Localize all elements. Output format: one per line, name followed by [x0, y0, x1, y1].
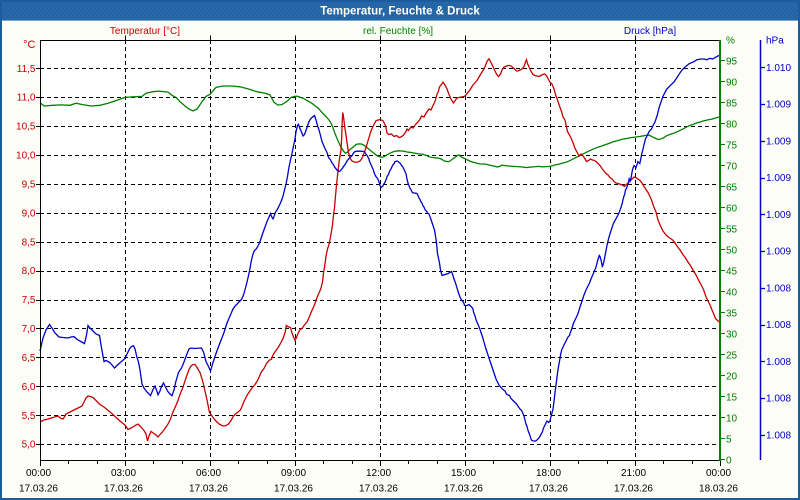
svg-text:00:00: 00:00	[706, 468, 731, 479]
svg-text:17.03.26: 17.03.26	[529, 484, 568, 495]
svg-text:40: 40	[726, 288, 738, 299]
svg-text:17.03.26: 17.03.26	[104, 484, 143, 495]
svg-text:Temperatur, Feuchte & Druck: Temperatur, Feuchte & Druck	[320, 6, 480, 18]
svg-text:45: 45	[726, 267, 738, 278]
svg-text:35: 35	[726, 309, 738, 320]
svg-text:10,0: 10,0	[16, 151, 36, 162]
svg-text:6,0: 6,0	[22, 382, 36, 393]
svg-text:11,5: 11,5	[17, 64, 36, 75]
svg-text:7,0: 7,0	[22, 324, 36, 335]
svg-text:1.009: 1.009	[766, 100, 791, 111]
svg-text:%: %	[726, 36, 735, 47]
svg-text:6,5: 6,5	[22, 353, 36, 364]
svg-text:09:00: 09:00	[281, 468, 306, 479]
svg-text:18.03.26: 18.03.26	[699, 484, 738, 495]
svg-text:1.008: 1.008	[766, 320, 791, 331]
svg-text:9,5: 9,5	[22, 180, 36, 191]
svg-text:17.03.26: 17.03.26	[614, 484, 653, 495]
svg-text:1.009: 1.009	[766, 136, 791, 147]
svg-text:30: 30	[726, 330, 738, 341]
svg-text:1.009: 1.009	[766, 247, 791, 258]
svg-text:95: 95	[726, 57, 738, 68]
svg-text:70: 70	[726, 162, 738, 173]
svg-text:17.03.26: 17.03.26	[359, 484, 398, 495]
svg-text:5: 5	[726, 435, 732, 446]
svg-text:50: 50	[726, 246, 738, 257]
svg-text:0: 0	[726, 456, 732, 467]
svg-text:hPa: hPa	[766, 36, 784, 47]
svg-text:17.03.26: 17.03.26	[274, 484, 313, 495]
svg-text:00:00: 00:00	[26, 468, 51, 479]
svg-text:8,0: 8,0	[22, 266, 36, 277]
svg-text:17.03.26: 17.03.26	[444, 484, 483, 495]
svg-text:17.03.26: 17.03.26	[19, 484, 58, 495]
svg-text:1.008: 1.008	[766, 394, 791, 405]
svg-text:5,5: 5,5	[22, 411, 36, 422]
svg-text:10: 10	[726, 414, 738, 425]
svg-text:8,5: 8,5	[22, 237, 36, 248]
svg-text:75: 75	[726, 141, 738, 152]
svg-text:80: 80	[726, 120, 738, 131]
svg-text:5,0: 5,0	[22, 440, 36, 451]
svg-text:1.009: 1.009	[766, 210, 791, 221]
svg-text:03:00: 03:00	[111, 468, 136, 479]
svg-text:90: 90	[726, 78, 738, 89]
svg-text:55: 55	[726, 225, 738, 236]
svg-text:20: 20	[726, 372, 738, 383]
svg-text:1.008: 1.008	[766, 283, 791, 294]
svg-text:Druck [hPa]: Druck [hPa]	[624, 26, 676, 37]
svg-text:15:00: 15:00	[451, 468, 476, 479]
svg-text:10,5: 10,5	[16, 122, 36, 133]
svg-text:65: 65	[726, 183, 738, 194]
svg-text:Temperatur [°C]: Temperatur [°C]	[110, 26, 180, 37]
svg-text:9,0: 9,0	[22, 208, 36, 219]
svg-text:15: 15	[726, 393, 738, 404]
svg-text:18:00: 18:00	[536, 468, 561, 479]
svg-text:1.010: 1.010	[766, 63, 791, 74]
svg-text:°C: °C	[23, 39, 35, 51]
svg-text:1.008: 1.008	[766, 357, 791, 368]
svg-text:06:00: 06:00	[196, 468, 221, 479]
svg-text:rel. Feuchte [%]: rel. Feuchte [%]	[363, 26, 433, 37]
svg-text:17.03.26: 17.03.26	[189, 484, 228, 495]
svg-text:11,0: 11,0	[17, 93, 36, 104]
svg-text:1.008: 1.008	[766, 430, 791, 441]
svg-text:12:00: 12:00	[366, 468, 391, 479]
svg-text:60: 60	[726, 204, 738, 215]
svg-text:25: 25	[726, 351, 738, 362]
svg-text:21:00: 21:00	[621, 468, 646, 479]
svg-text:85: 85	[726, 99, 738, 110]
svg-text:7,5: 7,5	[22, 295, 36, 306]
svg-text:1.009: 1.009	[766, 173, 791, 184]
